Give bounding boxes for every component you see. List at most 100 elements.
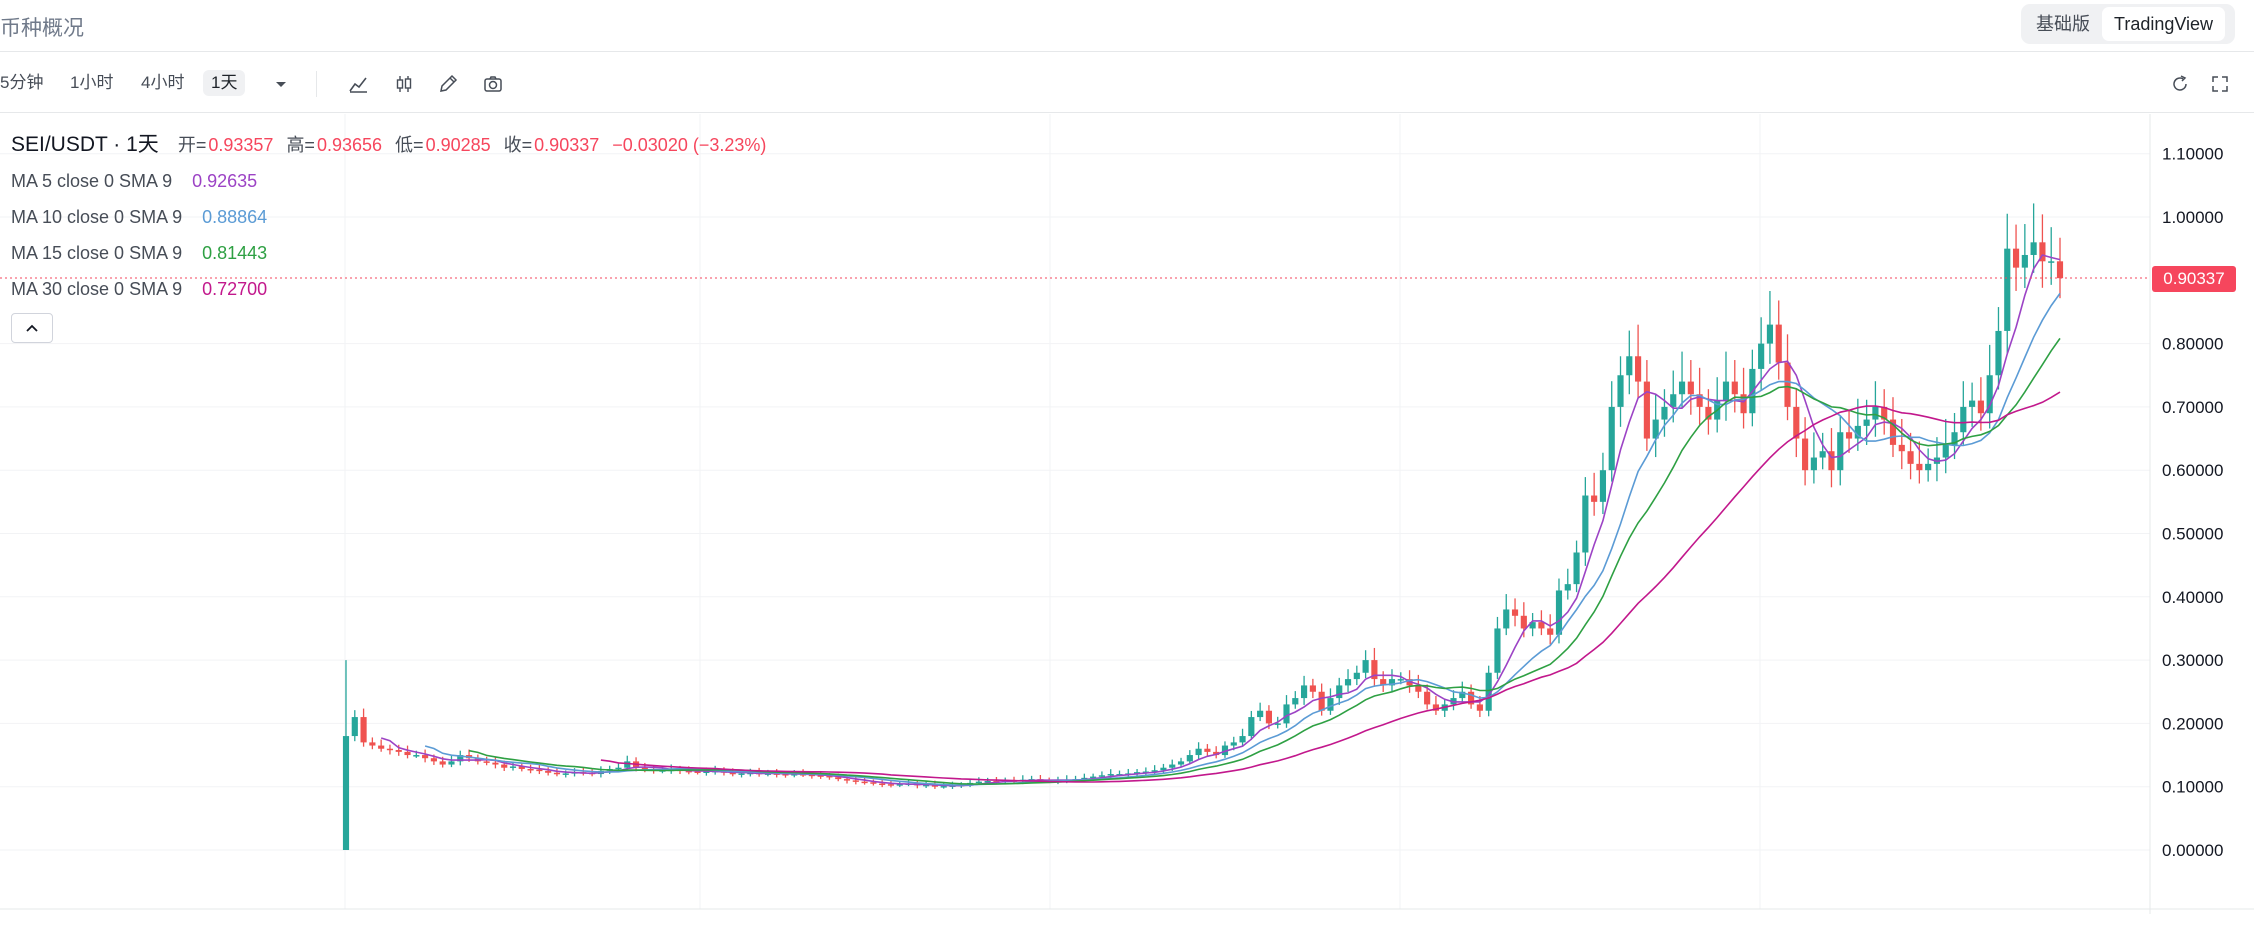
candle-body (1951, 432, 1958, 445)
candle-body (369, 742, 376, 746)
candle-body (351, 717, 358, 737)
interval-1h[interactable]: 1小时 (70, 73, 114, 92)
candle-body (378, 745, 385, 749)
candle-body (817, 775, 824, 777)
candle-body (1204, 748, 1211, 752)
basic-view-button[interactable]: 基础版 (2036, 14, 2090, 34)
open-value: 0.93357 (208, 135, 274, 155)
candle-body (1098, 775, 1105, 777)
candle-body (1599, 470, 1607, 502)
candle-body (1591, 495, 1598, 502)
candle-body (553, 772, 561, 775)
candle-body (1177, 761, 1185, 765)
candle-body (1529, 622, 1536, 629)
candle-body (1925, 463, 1932, 471)
interval-4h[interactable]: 4小时 (141, 73, 185, 92)
low-label: 低= (395, 135, 424, 155)
candle-body (1213, 751, 1220, 756)
candle-body (562, 773, 569, 775)
candle-body (1555, 590, 1563, 635)
low-value: 0.90285 (425, 135, 491, 155)
candle-body (1564, 584, 1571, 591)
price-chart[interactable]: 1.10000 1.00000 0.80000 0.70000 0.60000 0.500… (0, 114, 2254, 929)
candle-body (1775, 324, 1782, 363)
candle-body (879, 783, 886, 786)
candle-body (1116, 774, 1123, 776)
candle-body (1758, 343, 1765, 369)
candle-body (1898, 444, 1905, 452)
candle-body (703, 771, 710, 774)
candle-body (975, 781, 982, 784)
candle-body (422, 755, 429, 759)
fullscreen-icon[interactable] (2209, 73, 2231, 95)
candle-body (1670, 394, 1677, 407)
camera-icon[interactable] (482, 73, 504, 95)
candle-body (1889, 419, 1897, 445)
candle-body (2021, 254, 2028, 268)
candle-body (1388, 679, 1396, 686)
candle-body (1309, 685, 1316, 692)
candle-body (1907, 451, 1914, 464)
candle-body (1547, 628, 1554, 635)
candle-body (1731, 381, 1738, 395)
candle-body (1643, 381, 1650, 439)
toolbar-divider (316, 71, 317, 97)
candle-body (545, 770, 552, 773)
price-tick-label: 0.80000 (2162, 335, 2223, 354)
candle-body (1292, 698, 1299, 705)
tradingview-button[interactable]: TradingView (2102, 7, 2226, 41)
candle-body (2048, 261, 2055, 263)
candle-body (492, 762, 499, 765)
candle-body (509, 766, 517, 768)
candle-body (1081, 777, 1088, 780)
candle-body (1301, 685, 1308, 699)
candle-body (2039, 242, 2046, 262)
candle-body (360, 717, 367, 743)
close-value: 0.90337 (534, 135, 600, 155)
candle-body (923, 784, 930, 787)
ma30-line (600, 391, 2061, 783)
candle-body (439, 761, 446, 765)
candle-body (386, 748, 394, 751)
chart-legend: SEI/USDT · 1天 开= 0.93357 高= 0.93656 低= 0.90… (11, 127, 768, 343)
candle-body (1503, 609, 1510, 629)
candle-body (1344, 679, 1352, 686)
candle-body (1468, 691, 1475, 705)
candle-body (852, 780, 859, 782)
ma10-label: MA 10 close 0 SMA 9 (11, 207, 183, 227)
chart-grid (0, 114, 2150, 909)
candle-body (1969, 400, 1976, 407)
candle-body (2030, 242, 2037, 255)
candle-body (483, 761, 490, 763)
candle-body (1186, 755, 1193, 762)
candle-body (1494, 628, 1501, 673)
price-tick-label: 0.20000 (2162, 714, 2223, 733)
high-label: 高= (286, 135, 315, 155)
ma15-label: MA 15 close 0 SMA 9 (11, 243, 183, 263)
candle-body (1283, 704, 1290, 724)
candle-body (782, 774, 789, 776)
candle-body (870, 782, 877, 784)
pencil-icon[interactable] (437, 73, 459, 95)
collapse-legend-button[interactable] (11, 313, 53, 343)
candle-body (1151, 770, 1158, 772)
candle-body (1678, 381, 1686, 395)
candle-body (1134, 772, 1141, 774)
chevron-down-icon[interactable] (270, 73, 292, 95)
candle-body (1635, 356, 1642, 382)
change-value: −0.03020 (−3.23%) (612, 135, 767, 155)
candle-body (1881, 406, 1888, 420)
reload-icon[interactable] (2169, 73, 2191, 95)
price-tick-label: 1.10000 (2162, 145, 2223, 164)
candle-body (430, 758, 437, 762)
open-label: 开= (177, 135, 207, 155)
candle-body (1863, 419, 1870, 426)
candle-body (1265, 710, 1272, 724)
candle-body (1828, 451, 1835, 471)
candle-body (1810, 457, 1817, 471)
candle-icon[interactable] (393, 73, 415, 95)
price-tick-label: 0.50000 (2162, 525, 2223, 544)
interval-5m[interactable]: 5分钟 (0, 73, 44, 92)
line-chart-icon[interactable] (347, 73, 369, 95)
interval-1d[interactable]: 1天 (203, 70, 246, 96)
